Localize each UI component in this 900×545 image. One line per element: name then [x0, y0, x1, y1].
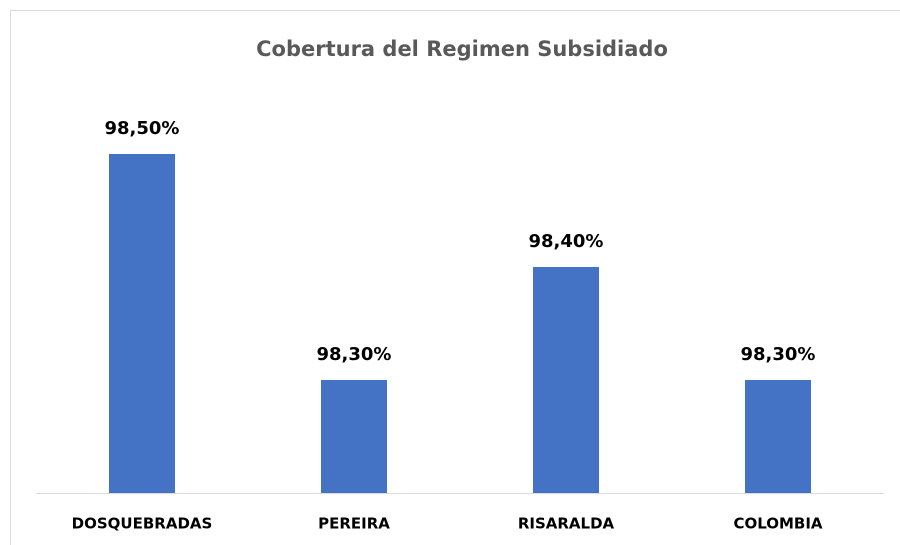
bar — [533, 267, 599, 493]
chart-title: Cobertura del Regimen Subsidiado — [256, 37, 668, 61]
data-label: 98,30% — [741, 344, 816, 365]
bar — [109, 154, 175, 493]
x-tick-label: PEREIRA — [318, 515, 390, 533]
bar — [321, 380, 387, 493]
data-label: 98,40% — [529, 231, 604, 252]
bar — [745, 380, 811, 493]
chart-frame — [10, 10, 900, 545]
x-tick-label: COLOMBIA — [733, 515, 822, 533]
x-tick-label: RISARALDA — [518, 515, 615, 533]
data-label: 98,30% — [317, 344, 392, 365]
x-tick-label: DOSQUEBRADAS — [72, 515, 213, 533]
data-label: 98,50% — [105, 118, 180, 139]
